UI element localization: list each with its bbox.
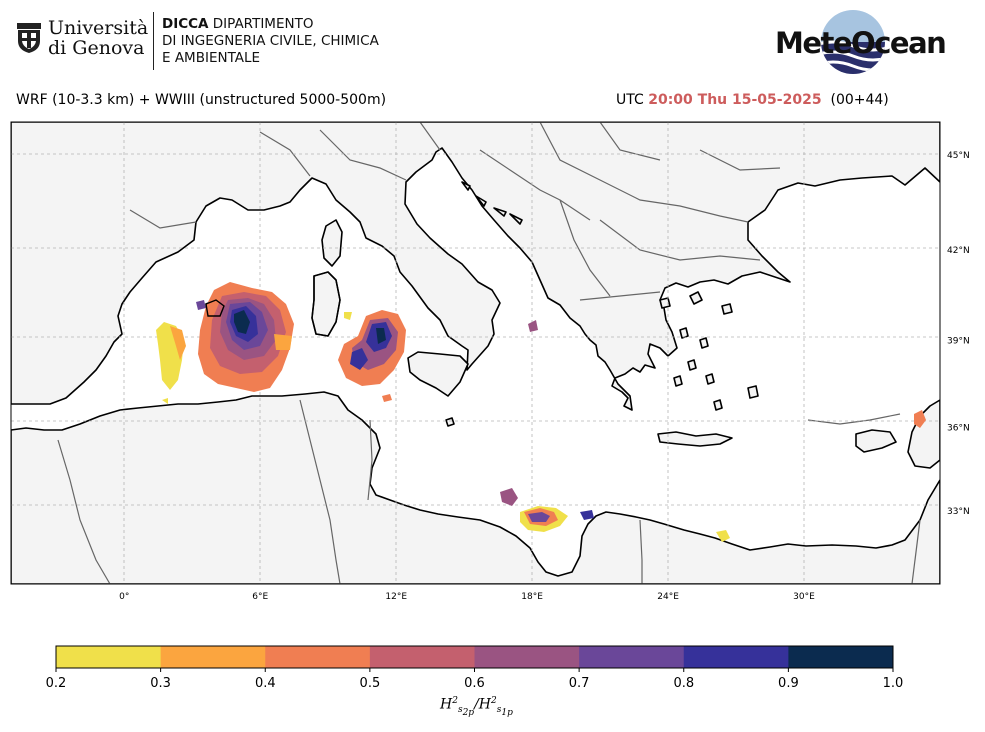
crete xyxy=(657,431,733,447)
colorbar-tick-label: 0.6 xyxy=(464,676,485,691)
lon-tick-label: 30°E xyxy=(793,592,815,602)
lead-time: (00+44) xyxy=(830,92,889,108)
field-spot-1 xyxy=(196,300,206,310)
lat-tick-label: 39°N xyxy=(947,337,970,347)
map-frame xyxy=(10,121,941,585)
sicily xyxy=(407,351,469,397)
colorbar-segment xyxy=(160,646,266,668)
country-borders xyxy=(57,122,921,584)
colorbar-tick-label: 0.4 xyxy=(255,676,276,691)
dalmatian-islands xyxy=(461,181,523,225)
field-egypt xyxy=(716,530,730,542)
colorbar-tick-label: 0.7 xyxy=(569,676,590,691)
department-name: DICCA DIPARTIMENTO DI INGEGNERIA CIVILE,… xyxy=(162,16,379,66)
lon-tick-label: 6°E xyxy=(252,592,268,602)
unige-crest-icon xyxy=(17,23,41,53)
field-levant xyxy=(914,410,926,428)
colorbar-tick-label: 0.8 xyxy=(673,676,694,691)
field-spot-5 xyxy=(162,398,168,404)
field-sidra-l3 xyxy=(528,512,550,522)
lat-tick-label: 33°N xyxy=(947,507,970,517)
gridlines xyxy=(11,122,940,584)
colorbar-tick-label: 0.2 xyxy=(46,676,67,691)
model-title: WRF (10-3.3 km) + WWIII (unstructured 50… xyxy=(16,92,387,108)
lon-tick-label: 12°E xyxy=(385,592,407,602)
meteocean-logo: MeteOcean xyxy=(773,8,947,76)
timestamp: 20:00 Thu 15-05-2025 xyxy=(648,92,822,108)
malta xyxy=(445,417,455,427)
lon-tick-label: 18°E xyxy=(521,592,543,602)
europe-landmass xyxy=(11,122,940,411)
field-balearic-l6 xyxy=(234,310,250,334)
lat-tick-label: 36°N xyxy=(947,423,970,433)
longitude-labels: 0° 6°E 12°E 18°E 24°E 30°E xyxy=(119,592,815,602)
africa-landmass xyxy=(11,391,940,584)
colorbar-segment xyxy=(683,646,789,668)
anatolia-coast xyxy=(907,399,940,469)
colorbar-segment xyxy=(56,646,162,668)
colorbar-segment xyxy=(579,646,685,668)
utc-label: UTC xyxy=(616,92,644,108)
colorbar-tick-label: 0.9 xyxy=(778,676,799,691)
meteocean-wordmark: MeteOcean xyxy=(775,26,947,60)
unige-logo: Università di Genova DICCA DIPARTIMENTO … xyxy=(16,12,386,72)
colorbar-segment xyxy=(788,646,894,668)
colorbar-tick-label: 1.0 xyxy=(883,676,904,691)
field-spot-3 xyxy=(344,312,352,320)
forecast-time: UTC 20:00 Thu 15-05-2025 (00+44) xyxy=(616,92,889,108)
aegean-islands xyxy=(659,291,733,411)
latitude-labels: 45°N 42°N 39°N 36°N 33°N xyxy=(947,151,970,517)
lat-tick-label: 45°N xyxy=(947,151,970,161)
field-west-orange xyxy=(170,326,186,360)
colorbar-tick-label: 0.3 xyxy=(150,676,171,691)
lat-tick-label: 42°N xyxy=(947,246,970,256)
colorbar xyxy=(56,646,894,668)
university-name: Università di Genova xyxy=(48,17,149,59)
colorbar-segment xyxy=(265,646,371,668)
lon-tick-label: 0° xyxy=(119,592,129,602)
field-spot-2 xyxy=(528,320,538,332)
lon-tick-label: 24°E xyxy=(657,592,679,602)
field-balearic-tail xyxy=(274,334,292,350)
field-sidra-east xyxy=(580,510,594,520)
cyprus xyxy=(855,429,897,453)
logo-divider xyxy=(153,12,154,70)
land xyxy=(11,122,940,584)
colorbar-ticks: 0.2 0.3 0.4 0.5 0.6 0.7 0.8 0.9 1.0 xyxy=(46,668,904,691)
meteocean-globe-icon xyxy=(821,10,885,74)
colorbar-segment xyxy=(474,646,580,668)
colorbar-tick-label: 0.5 xyxy=(360,676,381,691)
field-sidra-north xyxy=(500,488,518,506)
field-spot-4 xyxy=(382,394,392,402)
field-tyrrhenian-l4 xyxy=(376,328,386,344)
colorbar-label: H2s2p/H2s1p xyxy=(440,696,513,719)
rhodes xyxy=(747,385,759,399)
corsica xyxy=(321,219,343,267)
coastline-overlay xyxy=(205,271,341,337)
colorbar-segment xyxy=(369,646,476,668)
